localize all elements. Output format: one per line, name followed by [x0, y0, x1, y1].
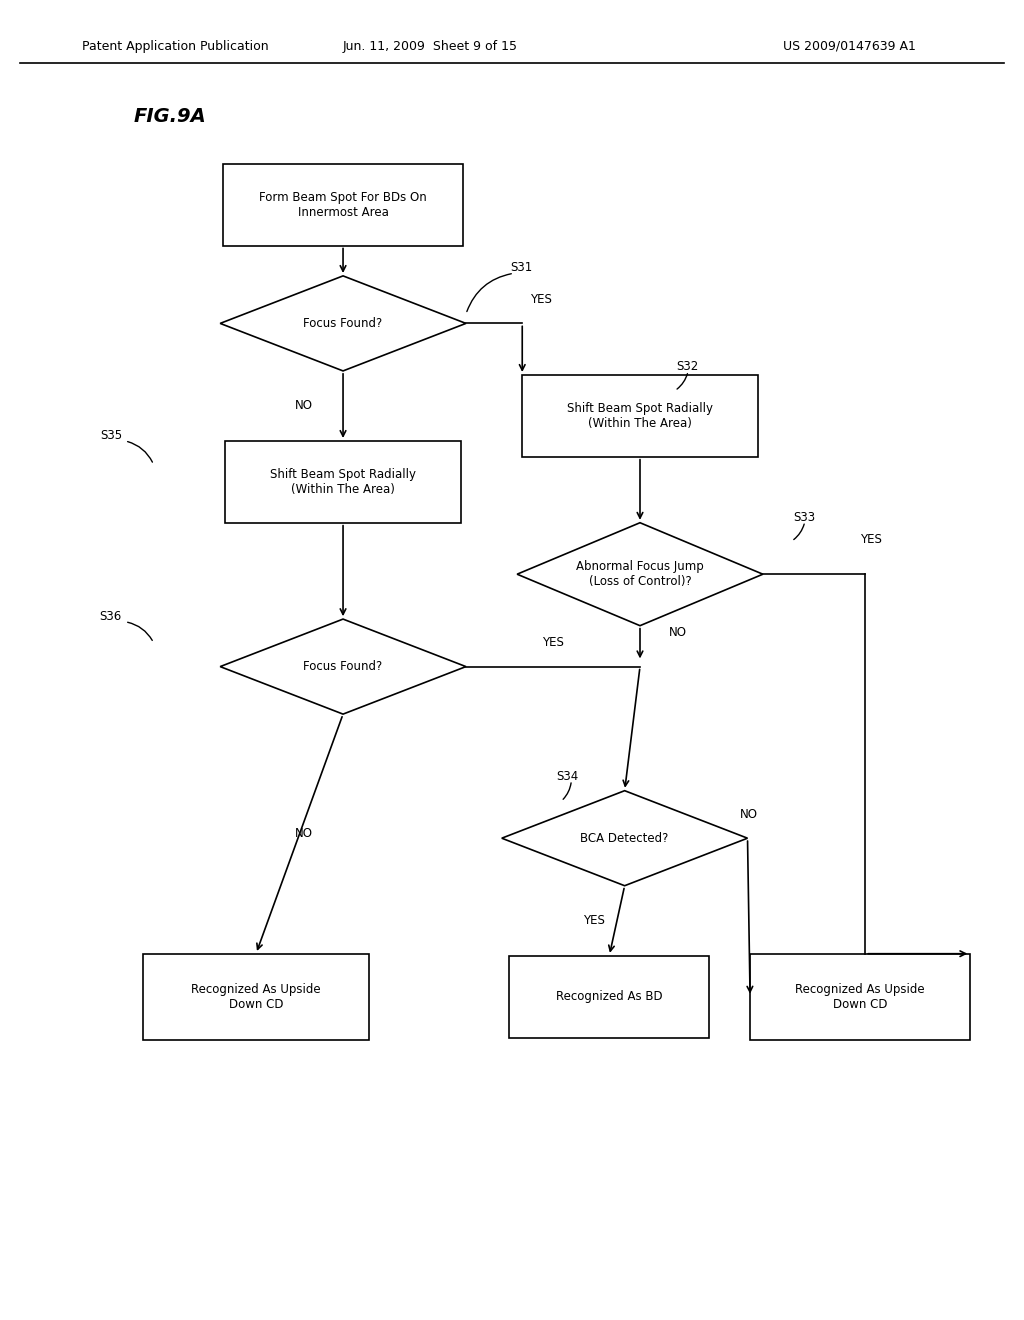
Text: S31: S31: [510, 261, 532, 275]
Text: Jun. 11, 2009  Sheet 9 of 15: Jun. 11, 2009 Sheet 9 of 15: [343, 40, 517, 53]
Text: Focus Found?: Focus Found?: [303, 660, 383, 673]
Text: S35: S35: [100, 429, 123, 442]
Polygon shape: [517, 523, 763, 626]
FancyBboxPatch shape: [750, 953, 970, 1040]
Text: YES: YES: [583, 915, 605, 927]
Polygon shape: [220, 276, 466, 371]
Text: S32: S32: [676, 360, 698, 374]
Text: US 2009/0147639 A1: US 2009/0147639 A1: [783, 40, 916, 53]
Text: NO: NO: [669, 627, 687, 639]
Text: NO: NO: [739, 808, 758, 821]
Text: Recognized As Upside
Down CD: Recognized As Upside Down CD: [191, 982, 321, 1011]
Text: BCA Detected?: BCA Detected?: [581, 832, 669, 845]
Text: Focus Found?: Focus Found?: [303, 317, 383, 330]
Text: Form Beam Spot For BDs On
Innermost Area: Form Beam Spot For BDs On Innermost Area: [259, 190, 427, 219]
Polygon shape: [220, 619, 466, 714]
Text: YES: YES: [542, 636, 564, 649]
Text: Abnormal Focus Jump
(Loss of Control)?: Abnormal Focus Jump (Loss of Control)?: [577, 560, 703, 589]
Text: Recognized As Upside
Down CD: Recognized As Upside Down CD: [796, 982, 925, 1011]
FancyBboxPatch shape: [143, 953, 369, 1040]
Text: S33: S33: [794, 511, 816, 524]
Text: YES: YES: [529, 293, 552, 306]
FancyBboxPatch shape: [509, 956, 709, 1038]
FancyBboxPatch shape: [223, 164, 463, 246]
Polygon shape: [502, 791, 748, 886]
Text: S34: S34: [556, 770, 579, 783]
Text: Patent Application Publication: Patent Application Publication: [82, 40, 268, 53]
Text: Shift Beam Spot Radially
(Within The Area): Shift Beam Spot Radially (Within The Are…: [270, 467, 416, 496]
Text: Shift Beam Spot Radially
(Within The Area): Shift Beam Spot Radially (Within The Are…: [567, 401, 713, 430]
Text: Recognized As BD: Recognized As BD: [556, 990, 663, 1003]
Text: NO: NO: [295, 828, 313, 841]
Text: NO: NO: [295, 400, 313, 412]
Text: S36: S36: [99, 610, 122, 623]
FancyBboxPatch shape: [225, 441, 461, 523]
FancyBboxPatch shape: [522, 375, 758, 457]
Text: FIG.9A: FIG.9A: [133, 107, 206, 125]
Text: YES: YES: [860, 533, 882, 546]
